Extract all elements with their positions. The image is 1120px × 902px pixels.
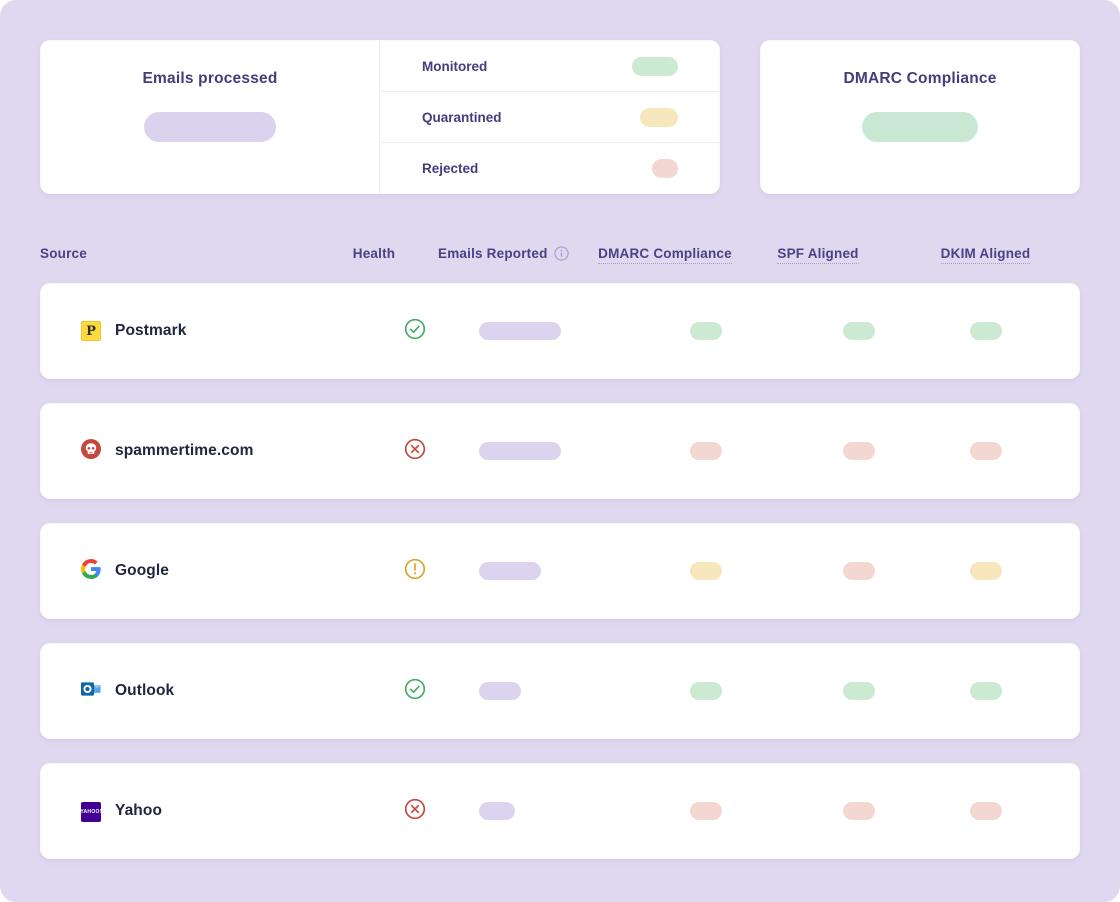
dmarc-compliance-pill	[690, 802, 722, 820]
spf-aligned-pill	[843, 562, 875, 580]
dmarc-compliance-pill	[690, 442, 722, 460]
quarantined-label: Quarantined	[422, 109, 502, 125]
column-header-spf-aligned[interactable]: SPF Aligned	[745, 246, 891, 264]
dkim-aligned-pill	[969, 322, 1002, 340]
table-row[interactable]: Outlook	[40, 643, 1080, 739]
emails-processed-card: Emails processed Monitored Quarantined R…	[40, 40, 720, 194]
rejected-value-pill	[652, 158, 678, 178]
dmarc-compliance-pill	[690, 562, 722, 580]
dmarc-compliance-value-pill	[862, 112, 978, 142]
emails-reported-pill	[479, 682, 521, 700]
source-name: Google	[115, 562, 169, 579]
spf-aligned-pill	[843, 442, 875, 460]
table-header: Source Health Emails Reported DMARC Comp…	[40, 246, 1080, 264]
check-circle-icon	[404, 318, 426, 345]
disposition-legend: Monitored Quarantined Rejected	[380, 41, 719, 193]
dmarc-compliance-header-label: DMARC Compliance	[598, 246, 732, 264]
dkim-aligned-header-label: DKIM Aligned	[940, 246, 1031, 264]
emails-reported-pill	[479, 442, 561, 460]
column-header-emails-reported[interactable]: Emails Reported	[410, 246, 585, 261]
google-icon	[81, 558, 101, 584]
yahoo-icon: YAHOO!	[80, 800, 101, 822]
dkim-aligned-pill	[969, 562, 1002, 580]
spf-aligned-pill	[843, 682, 875, 700]
column-header-health: Health	[352, 246, 396, 261]
spf-aligned-pill	[843, 802, 875, 820]
quarantined-value-pill	[640, 107, 678, 127]
dmarc-compliance-pill	[690, 682, 722, 700]
source-name: Outlook	[115, 682, 175, 699]
emails-reported-pill	[479, 802, 515, 820]
source-name: spammertime.com	[115, 442, 254, 459]
outlook-icon	[81, 679, 101, 704]
spf-aligned-header-label: SPF Aligned	[777, 246, 859, 264]
info-icon[interactable]	[553, 246, 569, 261]
emails-processed-title: Emails processed	[142, 70, 278, 87]
dkim-aligned-pill	[969, 442, 1002, 460]
dmarc-compliance-pill	[690, 322, 722, 340]
dmarc-compliance-title: DMARC Compliance	[843, 70, 997, 87]
table-row[interactable]: Google	[40, 523, 1080, 619]
table-row[interactable]: P Postmark	[40, 283, 1080, 379]
warning-circle-icon	[404, 558, 426, 585]
legend-item-monitored: Monitored	[380, 41, 719, 91]
emails-processed-panel: Emails processed	[41, 41, 380, 193]
rejected-label: Rejected	[422, 160, 479, 176]
column-header-source: Source	[40, 246, 87, 261]
emails-reported-header-label: Emails Reported	[438, 246, 548, 261]
dkim-aligned-pill	[969, 802, 1002, 820]
monitored-label: Monitored	[422, 58, 488, 74]
monitored-value-pill	[632, 56, 678, 76]
source-table-body: P Postmark spammertime.com Google	[40, 283, 1080, 859]
table-row[interactable]: spammertime.com	[40, 403, 1080, 499]
spf-aligned-pill	[843, 322, 875, 340]
emails-processed-value-pill	[144, 112, 276, 142]
check-circle-icon	[404, 678, 426, 705]
source-name: Yahoo	[115, 802, 163, 819]
x-circle-icon	[404, 798, 426, 825]
column-header-dmarc-compliance[interactable]: DMARC Compliance	[585, 246, 745, 264]
legend-item-quarantined: Quarantined	[380, 91, 719, 142]
emails-reported-pill	[479, 322, 561, 340]
spam-skull-icon	[81, 438, 101, 464]
column-header-dkim-aligned[interactable]: DKIM Aligned	[891, 246, 1080, 264]
table-row[interactable]: YAHOO! Yahoo	[40, 763, 1080, 859]
x-circle-icon	[404, 438, 426, 465]
emails-reported-pill	[479, 562, 541, 580]
postmark-icon: P	[81, 321, 101, 341]
dkim-aligned-pill	[969, 682, 1002, 700]
source-name: Postmark	[115, 322, 187, 339]
legend-item-rejected: Rejected	[380, 142, 719, 193]
dmarc-compliance-card: DMARC Compliance	[760, 40, 1080, 194]
summary-section: Emails processed Monitored Quarantined R…	[40, 40, 1080, 194]
